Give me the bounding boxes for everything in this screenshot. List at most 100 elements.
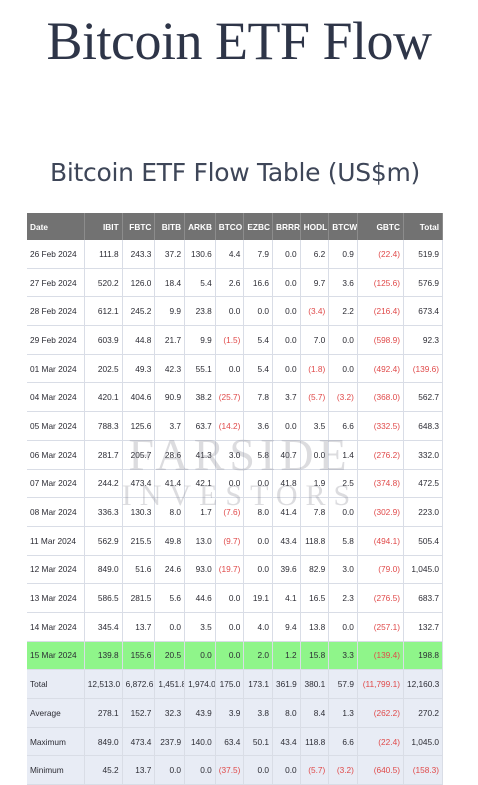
column-header-ezbc: EZBC [243, 213, 274, 240]
table-cell: 0.0 [154, 612, 186, 642]
table-cell: 5.4 [243, 325, 274, 355]
table-cell: 8.0 [243, 497, 274, 527]
table-cell: 1.3 [328, 698, 358, 728]
table-cell: 3.9 [215, 698, 245, 728]
table-cell: 0.0 [215, 612, 245, 642]
summary-row: Average 278.1 152.7 32.3 43.9 3.9 3.8 8.0 8.4 1.3… [27, 698, 444, 728]
table-cell: (79.0) [357, 555, 404, 585]
table-row: 26 Feb 2024 111.8 243.3 37.2 130.6 4.4 7.9 0.0 6… [27, 240, 444, 269]
row-label: Minimum [27, 755, 85, 785]
table-cell: 7.0 [300, 325, 330, 355]
table-cell: 125.6 [122, 411, 156, 441]
table-cell: 13.0 [184, 526, 216, 556]
row-label: 12 Mar 2024 [27, 555, 85, 585]
table-cell: (598.9) [357, 325, 404, 355]
table-cell: 0.0 [243, 755, 274, 785]
column-header-gbtc: GBTC [357, 213, 404, 240]
table-cell: 0.0 [272, 296, 301, 327]
table-cell: 473.4 [122, 469, 156, 499]
column-header-fbtc: FBTC [122, 213, 156, 240]
table-cell: 0.0 [243, 526, 274, 556]
table-cell: 673.4 [403, 296, 444, 327]
table-cell: 6.6 [328, 727, 358, 757]
table-cell: 0.0 [184, 641, 216, 671]
table-cell: 8.0 [154, 497, 186, 527]
table-cell: 0.0 [328, 325, 358, 355]
table-cell: 41.4 [154, 469, 186, 499]
table-cell: (9.7) [215, 526, 245, 556]
table-row: 05 Mar 2024 788.3 125.6 3.7 63.7 (14.2) 3.6 0.0… [27, 411, 444, 441]
table-cell: 40.7 [272, 440, 301, 470]
table-cell: 5.8 [243, 440, 274, 470]
table-cell: 1.9 [300, 469, 330, 499]
table-cell: (125.6) [357, 268, 404, 298]
table-cell: 43.9 [184, 698, 216, 728]
table-cell: 16.5 [300, 583, 330, 613]
table-cell: 7.8 [243, 382, 274, 413]
table-cell: 118.8 [300, 526, 330, 556]
column-header-brrr: BRRR [272, 213, 301, 240]
table-cell: 404.6 [122, 382, 156, 413]
table-cell: 3.0 [215, 440, 245, 470]
row-label: 05 Mar 2024 [27, 411, 85, 441]
table-cell: 0.0 [272, 325, 301, 355]
table-row: 11 Mar 2024 562.9 215.5 49.8 13.0 (9.7) 0.0 43.… [27, 526, 444, 556]
table-cell: 51.6 [122, 555, 156, 585]
table-cell: 603.9 [84, 325, 123, 355]
table-cell: 38.2 [184, 382, 216, 413]
table-cell: 361.9 [272, 669, 301, 699]
table-cell: 37.2 [154, 240, 186, 269]
table-cell: 1.4 [328, 440, 358, 470]
row-label: 04 Mar 2024 [27, 382, 85, 413]
table-cell: 245.2 [122, 296, 156, 327]
table-row: 28 Feb 2024 612.1 245.2 9.9 23.8 0.0 0.0 0.0 (3.… [27, 296, 444, 327]
row-label: 29 Feb 2024 [27, 325, 85, 355]
table-cell: 9.7 [300, 268, 330, 298]
table-cell: (332.5) [357, 411, 404, 441]
table-cell: 41.4 [272, 497, 301, 527]
table-cell: 4.4 [215, 240, 245, 269]
table-cell: (14.2) [215, 411, 245, 441]
table-cell: 18.4 [154, 268, 186, 298]
table-cell: 9.9 [184, 325, 216, 355]
table-cell: 5.8 [328, 526, 358, 556]
table-cell: 6.6 [328, 411, 358, 441]
table-cell: 9.4 [272, 612, 301, 642]
table-cell: 155.6 [122, 641, 156, 671]
table-cell: 43.4 [272, 526, 301, 556]
table-cell: 345.4 [84, 612, 123, 642]
table-row: 07 Mar 2024 244.2 473.4 41.4 42.1 0.0 0.0 41.8 1… [27, 469, 444, 499]
table-cell: 3.5 [300, 411, 330, 441]
table-cell: 1.7 [184, 497, 216, 527]
table-cell: 332.0 [403, 440, 444, 470]
table-cell: 0.0 [184, 755, 216, 785]
table-cell: 849.0 [84, 555, 123, 585]
table-cell: 788.3 [84, 411, 123, 441]
summary-row: Maximum 849.0 473.4 237.9 140.0 63.4 50.1 43.4 1… [27, 727, 444, 757]
table-cell: 1,974.0 [184, 669, 216, 699]
table-cell: 175.0 [215, 669, 245, 699]
table-cell: 336.3 [84, 497, 123, 527]
row-label: 26 Feb 2024 [27, 240, 85, 269]
table-cell: 19.1 [243, 583, 274, 613]
table-cell: (374.8) [357, 469, 404, 499]
summary-row: Total 12,513.0 6,872.6 1,451.8 1,974.0 175.0 1… [27, 669, 444, 699]
table-cell: 42.1 [184, 469, 216, 499]
table-cell: 3.0 [328, 555, 358, 585]
table-cell: (22.4) [357, 240, 404, 269]
table-row: 14 Mar 2024 345.4 13.7 0.0 3.5 0.0 4.0 9.4 13.8 0… [27, 612, 444, 642]
table-cell: 0.0 [215, 469, 245, 499]
row-label: Maximum [27, 727, 85, 757]
table-cell: 215.5 [122, 526, 156, 556]
table-cell: 648.3 [403, 411, 444, 441]
table-cell: 205.7 [122, 440, 156, 470]
table-cell: (5.7) [300, 755, 330, 785]
table-cell: 0.0 [215, 583, 245, 613]
table-cell: 281.5 [122, 583, 156, 613]
table-cell: 0.0 [154, 755, 186, 785]
table-title: Bitcoin ETF Flow Table (US$m) [50, 158, 420, 187]
table-cell: (302.9) [357, 497, 404, 527]
column-header-ibit: IBIT [84, 213, 123, 240]
table-cell: 519.9 [403, 240, 444, 269]
table-cell: 3.5 [184, 612, 216, 642]
